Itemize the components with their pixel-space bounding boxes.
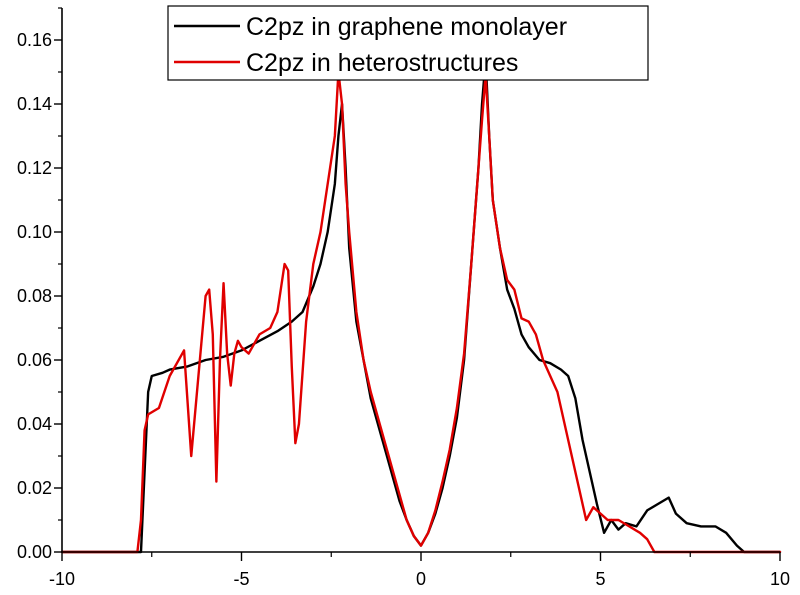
x-tick-label: 10 [770, 569, 790, 589]
legend: C2pz in graphene monolayer C2pz in hetero… [167, 5, 649, 81]
y-tick-label: 0.10 [17, 222, 52, 242]
series-line-2 [60, 70, 782, 554]
legend-label-2: C2pz in heterostructures [246, 49, 518, 77]
y-tick-label: 0.16 [17, 30, 52, 50]
legend-label-1: C2pz in graphene monolayer [246, 13, 567, 41]
series-layer [60, 58, 782, 554]
y-tick-label: 0.12 [17, 158, 52, 178]
axes-layer: -10 -5 0 5 10 0.00 0.02 0.04 0.06 0.08 0.10 0.12 0.1… [17, 7, 790, 589]
y-tick-label: 0.04 [17, 414, 52, 434]
x-tick-label: -10 [49, 569, 75, 589]
y-tick-label: 0.14 [17, 94, 52, 114]
legend-box [167, 5, 649, 81]
series-line-1 [60, 58, 782, 554]
x-tick-label: -5 [233, 569, 249, 589]
x-tick-label: 0 [416, 569, 426, 589]
x-tick-label: 5 [595, 569, 605, 589]
y-tick-label: 0.06 [17, 350, 52, 370]
y-tick-label: 0.02 [17, 478, 52, 498]
y-tick-label: 0.00 [17, 542, 52, 562]
y-tick-label: 0.08 [17, 286, 52, 306]
